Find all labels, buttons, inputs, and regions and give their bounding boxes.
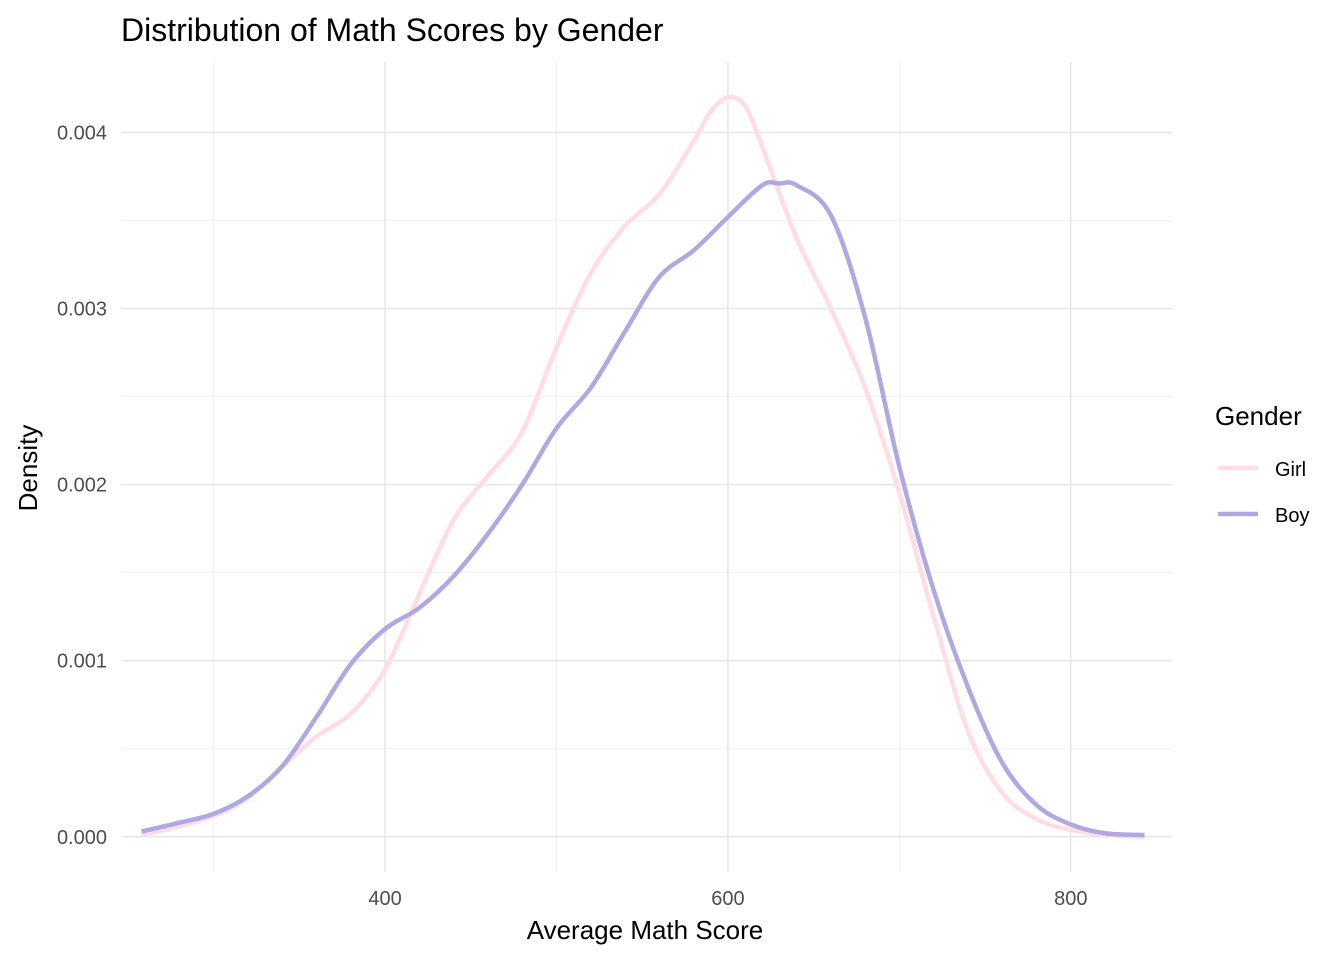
y-tick-label-0.000: 0.000 (57, 827, 107, 849)
tick-labels: 400 600 800 0.000 0.001 0.002 0.003 0.004 (57, 122, 1088, 910)
x-tick-label-800: 800 (1054, 888, 1087, 910)
x-tick-label-600: 600 (711, 888, 744, 910)
legend: Gender Girl Boy (1215, 401, 1309, 527)
y-tick-label-0.001: 0.001 (57, 651, 107, 673)
legend-label-girl: Girl (1275, 459, 1306, 481)
legend-title: Gender (1215, 401, 1302, 431)
chart-title: Distribution of Math Scores by Gender (121, 12, 664, 48)
grid-minor (121, 62, 1172, 872)
series-layer (141, 94, 1145, 840)
series-line-girl (141, 94, 1145, 840)
y-tick-label-0.003: 0.003 (57, 299, 107, 321)
y-tick-label-0.002: 0.002 (57, 475, 107, 497)
x-tick-label-400: 400 (368, 888, 401, 910)
y-axis-label: Density (13, 425, 43, 512)
series-line-boy (141, 180, 1145, 838)
grid-major (121, 62, 1172, 872)
x-axis-label: Average Math Score (527, 915, 764, 945)
y-tick-label-0.004: 0.004 (57, 122, 107, 144)
legend-label-boy: Boy (1275, 505, 1309, 527)
